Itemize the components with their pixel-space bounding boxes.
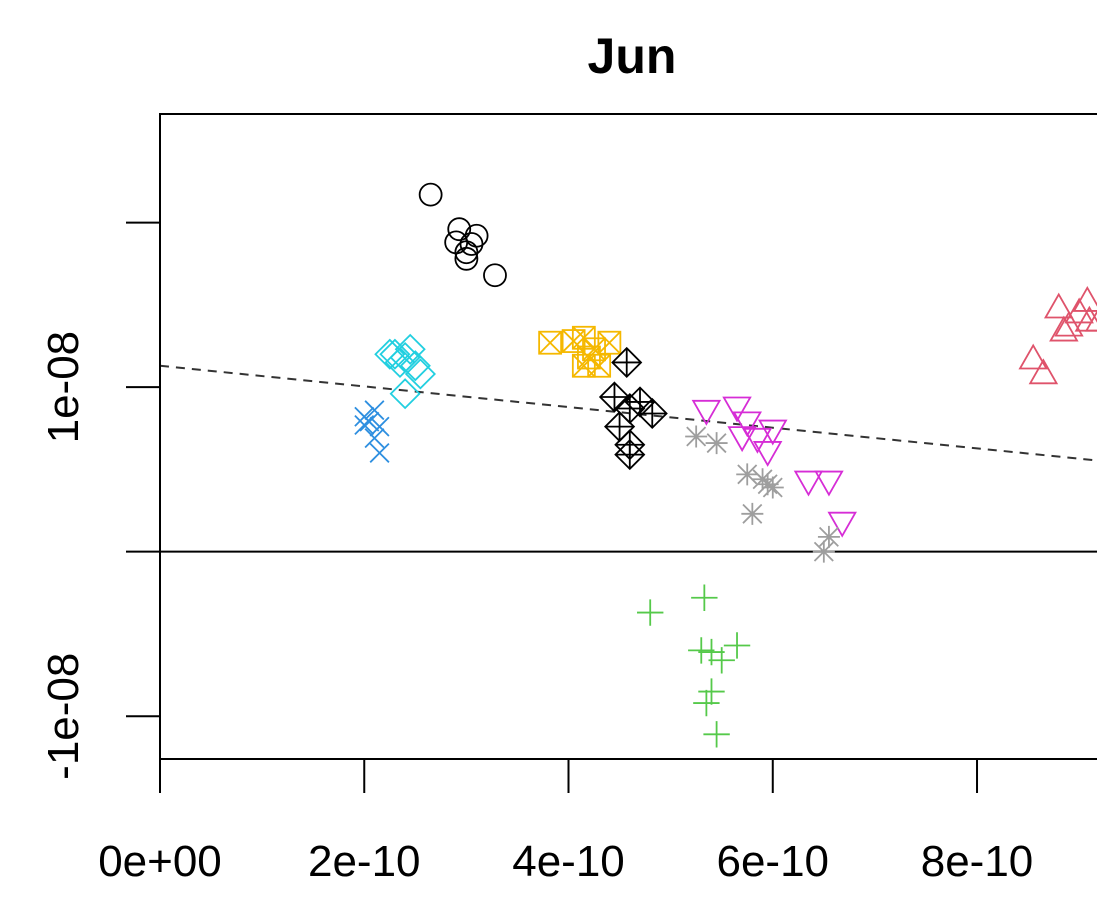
plot-frame (159, 113, 1097, 760)
data-point-plus (703, 721, 730, 748)
plot-area (159, 113, 1097, 760)
data-point-plus (698, 678, 725, 705)
x-tick-label: 8e-10 (921, 837, 1034, 886)
data-point-circle (459, 232, 484, 256)
data-point-square-x (597, 330, 622, 355)
data-point-plus (723, 632, 751, 659)
data-point-triangle-down (742, 427, 773, 454)
data-point-triangle (1028, 358, 1059, 385)
data-point-plus (637, 599, 664, 626)
data-point-circle (454, 240, 479, 265)
data-point-triangle-down (758, 419, 788, 446)
data-point-diamond-plus (614, 439, 646, 471)
data-point-plus (693, 689, 720, 717)
data-point-x (364, 428, 385, 449)
data-point-asterisk (705, 432, 728, 455)
data-point-triangle-down (752, 441, 783, 467)
data-point-diamond (399, 350, 431, 382)
data-point-square-x (538, 330, 563, 355)
data-points (354, 182, 1097, 748)
data-point-circle (418, 182, 443, 207)
x-tick-label: 6e-10 (716, 837, 829, 886)
data-point-plus (691, 584, 718, 611)
data-point-triangle-down (827, 511, 857, 538)
y-tick-label: -1e-08 (39, 653, 88, 780)
x-tick-label: 0e+00 (98, 837, 222, 886)
data-point-asterisk (751, 468, 774, 491)
data-point-diamond-plus (636, 397, 668, 430)
data-point-diamond (404, 358, 436, 390)
x-axis: 0e+00 2e-10 4e-10 6e-10 8e-10 (98, 758, 1034, 886)
data-point-asterisk (817, 525, 840, 548)
data-point-asterisk (812, 540, 835, 563)
data-point-x (369, 442, 390, 463)
y-axis: -1e-08 1e-08 (39, 221, 161, 780)
x-tick-label: 2e-10 (308, 837, 421, 886)
data-point-asterisk (736, 463, 759, 486)
data-point-x (359, 411, 380, 432)
data-point-diamond (379, 338, 411, 370)
data-point-asterisk (741, 502, 764, 525)
trend-line (159, 364, 1097, 462)
data-point-circle (447, 217, 472, 242)
data-point-triangle-down (793, 470, 824, 497)
data-point-x (354, 414, 375, 435)
data-point-diamond (389, 341, 421, 374)
data-point-circle (483, 263, 507, 288)
data-point-triangle (1084, 310, 1097, 332)
data-point-triangle-down (722, 396, 752, 423)
data-point-circle (454, 246, 479, 271)
data-point-triangle-down (691, 399, 722, 426)
data-point-asterisk (761, 476, 784, 499)
data-point-x (364, 400, 385, 421)
data-point-triangle-down (727, 426, 757, 453)
data-point-diamond-plus (611, 346, 643, 379)
y-tick-label: 1e-08 (39, 331, 88, 444)
data-point-triangle (1072, 286, 1097, 312)
data-point-plus (688, 637, 715, 664)
data-point-triangle (1018, 343, 1048, 370)
data-point-triangle (1043, 292, 1074, 319)
data-point-triangle-down (814, 470, 844, 497)
data-point-plus (698, 638, 725, 666)
data-point-diamond (389, 378, 421, 410)
chart-title: Jun (588, 28, 677, 84)
data-point-plus (708, 647, 735, 674)
data-point-asterisk (685, 425, 708, 448)
x-tick-label: 4e-10 (512, 837, 625, 886)
data-point-triangle (1049, 315, 1079, 342)
data-point-square-x (571, 353, 596, 378)
data-point-triangle (1054, 310, 1084, 337)
data-point-diamond-plus (598, 381, 631, 413)
data-point-triangle-down (732, 411, 762, 438)
